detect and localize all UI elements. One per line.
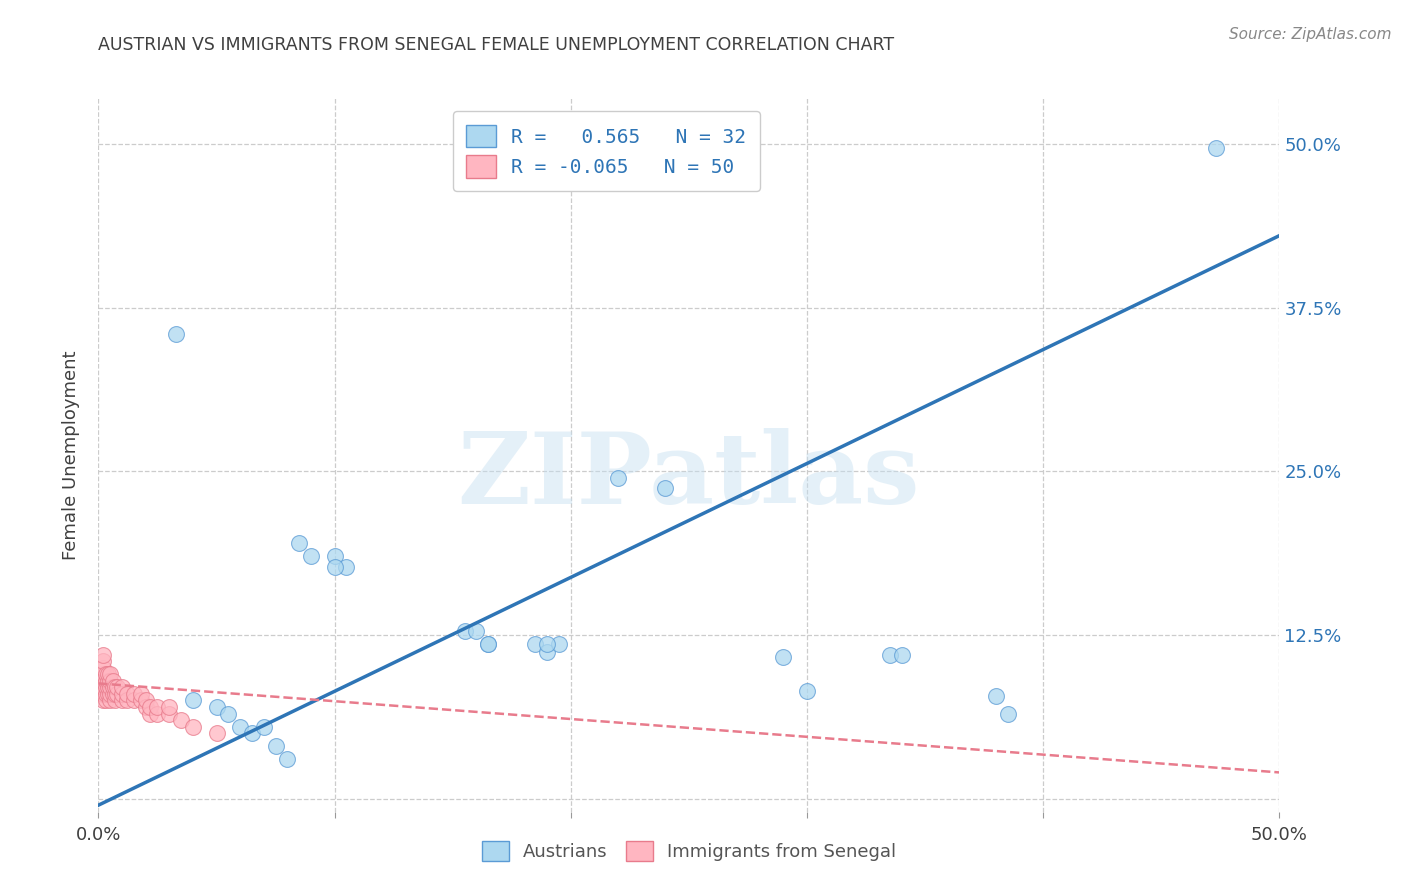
Point <box>654 481 676 495</box>
Point <box>477 637 499 651</box>
Point <box>548 637 571 651</box>
Text: ZIPatlas: ZIPatlas <box>458 428 920 524</box>
Point <box>165 326 187 341</box>
Point <box>796 684 818 698</box>
Point <box>97 673 120 688</box>
Point <box>288 536 311 550</box>
Point <box>111 693 134 707</box>
Point <box>115 687 138 701</box>
Y-axis label: Female Unemployment: Female Unemployment <box>62 351 80 559</box>
Point <box>299 549 322 564</box>
Point <box>323 560 346 574</box>
Point <box>524 637 547 651</box>
Point <box>772 650 794 665</box>
Point <box>98 681 121 695</box>
Point <box>98 687 121 701</box>
Point <box>879 648 901 662</box>
Point <box>146 706 169 721</box>
Point <box>181 693 204 707</box>
Point <box>240 726 263 740</box>
Point <box>105 687 128 701</box>
Text: Source: ZipAtlas.com: Source: ZipAtlas.com <box>1229 27 1392 42</box>
Point <box>335 560 357 574</box>
Point <box>91 654 114 668</box>
Legend: Austrians, Immigrants from Senegal: Austrians, Immigrants from Senegal <box>472 831 905 871</box>
Point <box>91 681 114 695</box>
Point <box>94 681 117 695</box>
Point <box>536 645 558 659</box>
Point <box>890 648 912 662</box>
Point <box>129 693 152 707</box>
Point <box>264 739 287 754</box>
Point <box>94 667 117 681</box>
Point <box>122 693 145 707</box>
Point <box>104 693 127 707</box>
Point <box>465 624 488 638</box>
Point <box>94 693 117 707</box>
Point <box>98 673 121 688</box>
Point <box>170 713 193 727</box>
Point <box>98 667 121 681</box>
Point <box>725 141 748 155</box>
Point <box>111 687 134 701</box>
Point <box>205 700 228 714</box>
Point <box>104 687 127 701</box>
Point <box>536 637 558 651</box>
Point <box>105 681 128 695</box>
Point <box>135 700 157 714</box>
Point <box>98 693 121 707</box>
Point <box>139 700 162 714</box>
Point <box>323 549 346 564</box>
Point <box>477 637 499 651</box>
Point <box>122 687 145 701</box>
Point <box>91 673 114 688</box>
Point <box>91 667 114 681</box>
Point <box>91 661 114 675</box>
Point <box>253 720 276 734</box>
Point <box>97 687 120 701</box>
Point <box>91 693 114 707</box>
Point <box>129 687 152 701</box>
Point <box>101 673 124 688</box>
Point <box>997 706 1019 721</box>
Point <box>276 752 298 766</box>
Point <box>135 693 157 707</box>
Point <box>205 726 228 740</box>
Point <box>91 687 114 701</box>
Point <box>157 700 180 714</box>
Point <box>101 687 124 701</box>
Point <box>229 720 252 734</box>
Point <box>217 706 239 721</box>
Text: AUSTRIAN VS IMMIGRANTS FROM SENEGAL FEMALE UNEMPLOYMENT CORRELATION CHART: AUSTRIAN VS IMMIGRANTS FROM SENEGAL FEMA… <box>98 36 894 54</box>
Point <box>101 681 124 695</box>
Point <box>157 706 180 721</box>
Point <box>984 690 1007 704</box>
Point <box>1205 141 1227 155</box>
Point <box>97 667 120 681</box>
Point <box>111 681 134 695</box>
Point <box>115 693 138 707</box>
Point <box>181 720 204 734</box>
Point <box>94 673 117 688</box>
Point <box>104 681 127 695</box>
Point <box>139 706 162 721</box>
Point <box>607 471 630 485</box>
Point <box>453 624 475 638</box>
Point <box>146 700 169 714</box>
Point <box>91 648 114 662</box>
Point <box>97 681 120 695</box>
Point <box>94 687 117 701</box>
